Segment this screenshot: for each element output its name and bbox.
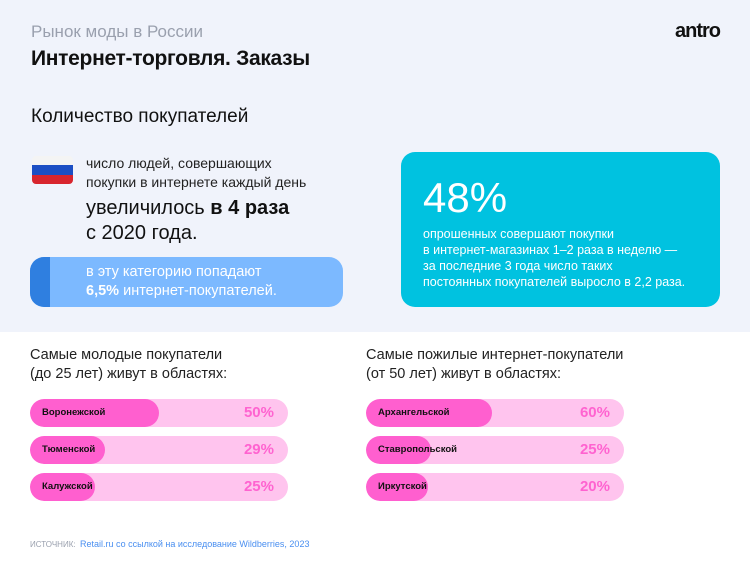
- callout-bold: 6,5%: [86, 283, 120, 299]
- region-label: Иркутской: [378, 481, 427, 492]
- region-bar: Тюменской 29%: [30, 436, 288, 464]
- region-value: 29%: [243, 441, 274, 458]
- region-bar: Калужской 25%: [30, 473, 288, 501]
- region-label: Калужской: [42, 481, 93, 492]
- region-bar: Иркутской 20%: [366, 473, 624, 501]
- source-label: ИСТОЧНИК:: [30, 540, 76, 549]
- title-line: Самые пожилые интернет-покупатели: [366, 347, 624, 363]
- title-line: Самые молодые покупатели: [30, 347, 223, 363]
- page-title: Интернет-торговля. Заказы: [31, 47, 310, 70]
- region-label: Воронежской: [42, 407, 106, 418]
- region-label: Ставропольской: [378, 444, 457, 455]
- region-label: Тюменской: [42, 444, 96, 455]
- stat-line: в интернет-магазинах 1–2 раза в неделю —: [423, 243, 678, 257]
- bar-fill: [366, 436, 431, 464]
- region-bar: Архангельской 60%: [366, 399, 624, 427]
- source-link[interactable]: Retail.ru со ссылкой на исследование Wil…: [80, 539, 310, 549]
- stat-value: 48%: [423, 174, 508, 221]
- region-value: 25%: [579, 441, 610, 458]
- region-value: 60%: [579, 404, 610, 421]
- region-bar: Ставропольской 25%: [366, 436, 624, 464]
- region-bar: Воронежской 50%: [30, 399, 288, 427]
- stat-line: постоянных покупателей выросло в 2,2 раз…: [423, 275, 686, 289]
- russia-flag-icon: [32, 156, 73, 184]
- region-value: 20%: [579, 478, 610, 495]
- title-line: (от 50 лет) живут в областях:: [366, 366, 562, 382]
- bar-fill: [30, 473, 95, 501]
- description: число людей, совершающих покупки в интерн…: [86, 154, 306, 192]
- headline-text: увеличилось: [86, 197, 211, 219]
- callout: в эту категорию попадают 6,5% интернет-по…: [30, 257, 343, 307]
- region-value: 25%: [243, 478, 274, 495]
- region-label: Архангельской: [378, 407, 450, 418]
- desc-line: число людей, совершающих: [86, 155, 272, 171]
- stat-line: опрошенных совершают покупки: [423, 227, 614, 241]
- desc-line: покупки в интернете каждый день: [86, 174, 307, 190]
- callout-rest: интернет-покупателей.: [119, 283, 277, 299]
- stat-line: за последние 3 года число таких: [423, 259, 613, 273]
- title-line: (до 25 лет) живут в областях:: [30, 366, 228, 382]
- logo: antro: [675, 20, 721, 42]
- old-title: Самые пожилые интернет-покупатели (от 50 …: [366, 346, 623, 384]
- bar-fill: [30, 399, 159, 427]
- young-title: Самые молодые покупатели (до 25 лет) живу…: [30, 346, 227, 384]
- callout-line: в эту категорию попадают: [86, 264, 262, 280]
- bar-fill: [366, 399, 493, 427]
- supertitle: Рынок моды в России: [31, 22, 203, 41]
- headline: увеличилось в 4 раза с 2020 года.: [86, 196, 289, 246]
- region-value: 50%: [243, 404, 274, 421]
- headline-bold: в 4 раза: [210, 197, 290, 219]
- stat-card: 48% опрошенных совершают покупки в интерн…: [401, 152, 720, 307]
- bar-fill: [366, 473, 428, 501]
- headline-text: с 2020 года.: [86, 222, 198, 244]
- section-title: Количество покупателей: [31, 106, 249, 127]
- bar-fill: [30, 436, 105, 464]
